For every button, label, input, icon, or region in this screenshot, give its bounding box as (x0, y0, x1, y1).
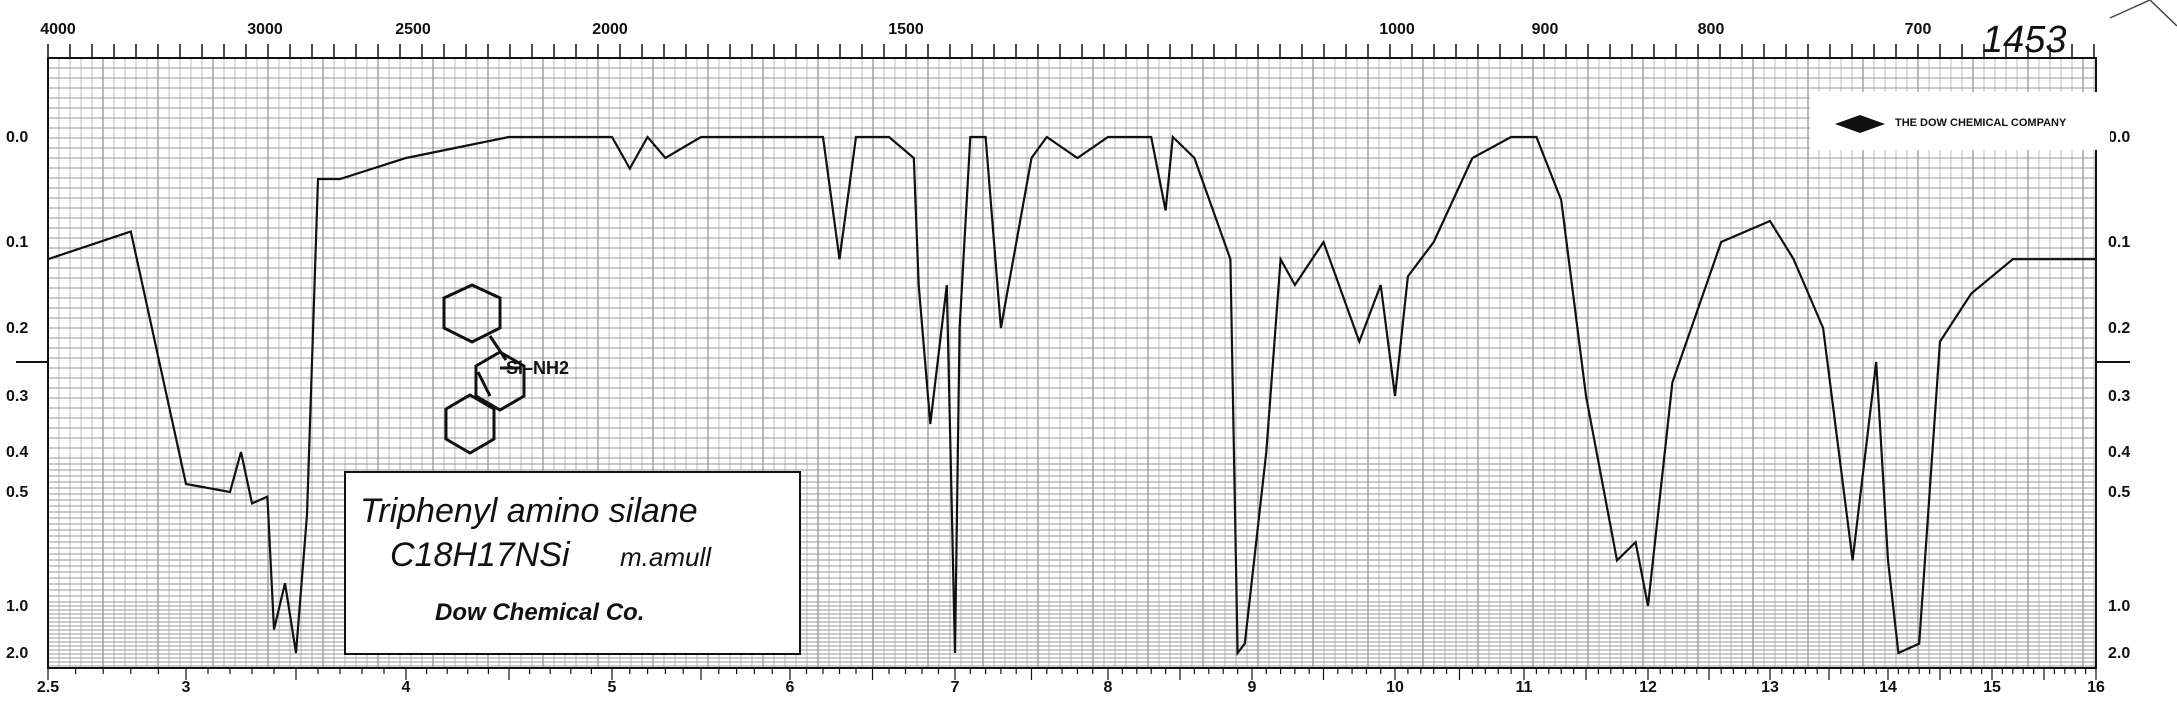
sample-note: m.amull (620, 542, 712, 572)
bottom-tick-label: 15 (1983, 679, 2001, 696)
bottom-tick-label: 10 (1386, 679, 1404, 696)
top-tick-label: 2000 (592, 21, 628, 38)
right-axis: 0.0 0.1 0.2 0.3 0.4 0.5 1.0 2.0 (2096, 129, 2130, 662)
left-tick-label: 0.2 (6, 320, 28, 337)
bottom-tick-label: 16 (2087, 679, 2105, 696)
company-stamp: THE DOW CHEMICAL COMPANY (1810, 92, 2110, 150)
left-tick-label: 0.4 (6, 444, 28, 461)
dow-diamond-logo (1835, 115, 1885, 133)
molecular-formula: C18H17NSi (390, 536, 571, 574)
top-tick-label: 800 (1698, 21, 1725, 38)
left-tick-label: 0.5 (6, 484, 28, 501)
bottom-tick-label: 5 (608, 679, 617, 696)
top-tick-label: 1500 (888, 21, 924, 38)
left-tick-label: 0.3 (6, 388, 28, 405)
top-tick-label: 3000 (247, 21, 283, 38)
top-tick-label: 2500 (395, 21, 431, 38)
bottom-tick-label: 9 (1248, 679, 1257, 696)
sample-card: Triphenyl amino silane C18H17NSi m.amull… (344, 471, 801, 655)
bottom-axis: 2.5 3 4 5 6 7 8 9 10 11 12 13 14 15 16 (37, 667, 2105, 696)
top-tick-label: 700 (1905, 21, 1932, 38)
left-tick-label: 0.1 (6, 234, 28, 251)
bottom-tick-label: 2.5 (37, 679, 59, 696)
right-tick-label: 0.4 (2108, 444, 2130, 461)
bottom-tick-label: 4 (402, 679, 411, 696)
spectrum-trace (47, 134, 2096, 657)
left-tick-label: 1.0 (6, 598, 28, 615)
right-tick-label: 0.3 (2108, 388, 2130, 405)
right-tick-label: 0.5 (2108, 484, 2130, 501)
top-tick-label: 1000 (1379, 21, 1415, 38)
bottom-tick-label: 6 (786, 679, 795, 696)
left-tick-label: 0.0 (6, 129, 28, 146)
bottom-tick-label: 14 (1879, 679, 1897, 696)
top-tick-label: 4000 (40, 21, 76, 38)
right-tick-label: 1.0 (2108, 598, 2130, 615)
company-stamp-text: THE DOW CHEMICAL COMPANY (1895, 117, 2067, 129)
right-tick-label: 0.0 (2108, 129, 2130, 146)
bottom-tick-label: 8 (1104, 679, 1113, 696)
right-tick-label: 0.1 (2108, 234, 2130, 251)
bottom-tick-label: 13 (1761, 679, 1779, 696)
bottom-tick-label: 7 (951, 679, 960, 696)
left-axis: 0.0 0.1 0.2 0.3 0.4 0.5 1.0 2.0 (6, 129, 48, 662)
molecule-structure-drawing (442, 283, 526, 455)
spectrum-number: 1453 (1982, 19, 2067, 61)
right-tick-label: 0.2 (2108, 320, 2130, 337)
source-label: Dow Chemical Co. (435, 599, 644, 626)
structure-label: Si–NH2 (506, 358, 569, 378)
bottom-tick-label: 11 (1516, 679, 1533, 696)
right-tick-label: 2.0 (2108, 645, 2130, 662)
top-tick-label: 900 (1532, 21, 1559, 38)
bottom-tick-label: 3 (182, 679, 191, 696)
bottom-tick-label: 12 (1639, 679, 1657, 696)
compound-name: Triphenyl amino silane (360, 492, 698, 530)
top-axis: 4000 3000 2500 2000 1500 1000 900 800 700 (40, 21, 2096, 59)
left-tick-label: 2.0 (6, 645, 28, 662)
